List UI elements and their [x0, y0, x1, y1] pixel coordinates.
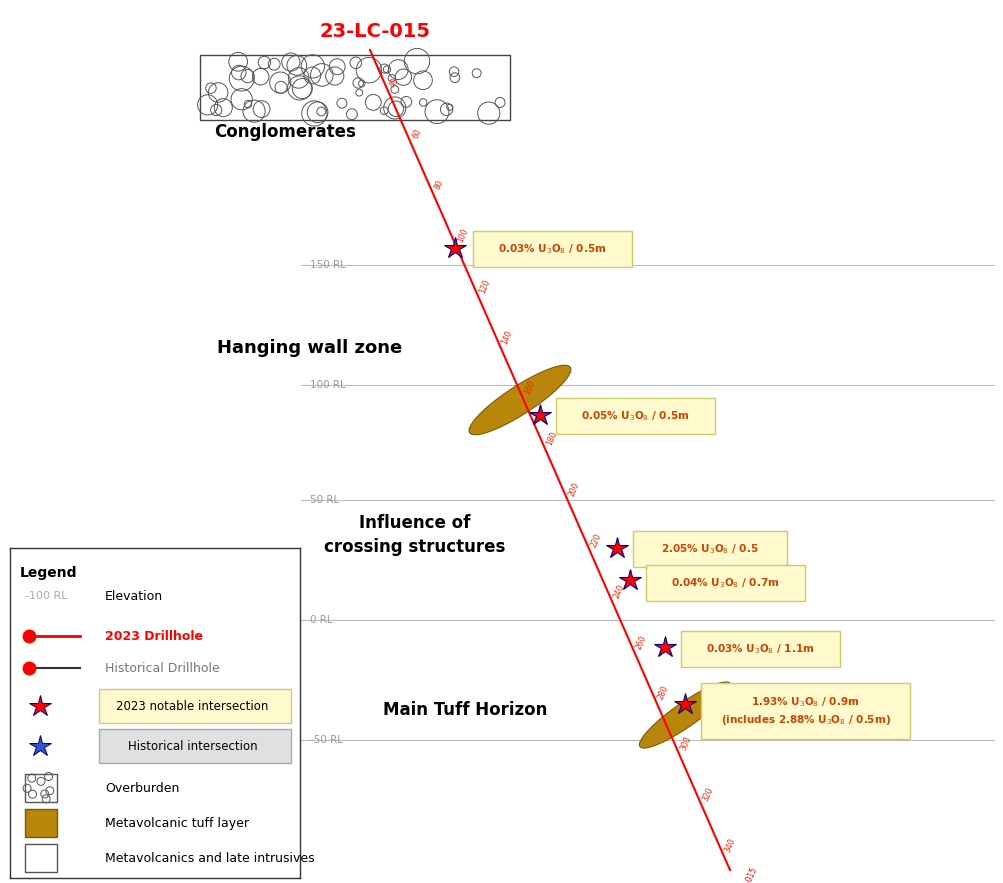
Polygon shape: [639, 682, 730, 748]
Text: Main Tuff Horizon: Main Tuff Horizon: [382, 701, 547, 719]
Text: 2023 Drillhole: 2023 Drillhole: [105, 630, 203, 643]
Text: Influence of
crossing structures: Influence of crossing structures: [324, 514, 506, 556]
Text: Historical intersection: Historical intersection: [127, 739, 257, 752]
Text: 0 RL: 0 RL: [310, 615, 332, 625]
FancyBboxPatch shape: [700, 683, 909, 739]
Text: -100 RL: -100 RL: [25, 591, 67, 601]
Text: 100 RL: 100 RL: [310, 380, 345, 390]
FancyBboxPatch shape: [680, 631, 840, 667]
Text: Overburden: Overburden: [105, 781, 180, 795]
Text: 23-LC-015: 23-LC-015: [734, 865, 758, 883]
Polygon shape: [468, 366, 571, 434]
Text: 1.93% U$_3$O$_8$ / 0.9m
(includes 2.88% U$_3$O$_8$ / 0.5m): 1.93% U$_3$O$_8$ / 0.9m (includes 2.88% …: [720, 695, 890, 727]
FancyBboxPatch shape: [472, 231, 631, 267]
FancyBboxPatch shape: [645, 565, 804, 601]
Text: -50 RL: -50 RL: [310, 735, 343, 745]
Text: 240: 240: [611, 583, 625, 600]
Text: 2.05% U$_3$O$_8$ / 0.5: 2.05% U$_3$O$_8$ / 0.5: [661, 542, 758, 556]
Text: 320: 320: [700, 786, 714, 803]
Text: 40: 40: [388, 77, 400, 89]
FancyBboxPatch shape: [25, 774, 57, 802]
Text: 120: 120: [477, 278, 491, 295]
Text: Metavolcanic tuff layer: Metavolcanic tuff layer: [105, 817, 249, 829]
Text: 0.04% U$_3$O$_8$ / 0.7m: 0.04% U$_3$O$_8$ / 0.7m: [671, 576, 779, 590]
Text: Conglomerates: Conglomerates: [214, 123, 356, 141]
FancyBboxPatch shape: [200, 55, 510, 120]
Text: Legend: Legend: [20, 566, 77, 580]
Text: 260: 260: [633, 634, 647, 651]
Text: 100: 100: [455, 227, 469, 244]
Text: 0.03% U$_3$O$_8$ / 0.5m: 0.03% U$_3$O$_8$ / 0.5m: [497, 242, 606, 256]
Text: 340: 340: [722, 837, 736, 854]
Text: 60: 60: [410, 127, 422, 140]
Text: 180: 180: [544, 430, 558, 447]
Text: 140: 140: [499, 328, 514, 345]
Text: 0.03% U$_3$O$_8$ / 1.1m: 0.03% U$_3$O$_8$ / 1.1m: [706, 642, 813, 656]
Text: Metavolcanics and late intrusives: Metavolcanics and late intrusives: [105, 851, 314, 864]
Text: 23-LC-015: 23-LC-015: [319, 22, 430, 41]
Text: 200: 200: [567, 481, 581, 498]
FancyBboxPatch shape: [99, 689, 291, 723]
Text: 0.05% U$_3$O$_8$ / 0.5m: 0.05% U$_3$O$_8$ / 0.5m: [581, 409, 689, 423]
Text: 160: 160: [522, 380, 536, 396]
Text: 2023 notable intersection: 2023 notable intersection: [116, 699, 269, 713]
Text: 80: 80: [432, 178, 444, 191]
FancyBboxPatch shape: [25, 844, 57, 872]
Text: 280: 280: [656, 684, 670, 701]
FancyBboxPatch shape: [556, 398, 714, 434]
FancyBboxPatch shape: [25, 809, 57, 837]
FancyBboxPatch shape: [99, 729, 291, 763]
Text: 220: 220: [589, 532, 603, 548]
Text: Hanging wall zone: Hanging wall zone: [218, 339, 402, 357]
FancyBboxPatch shape: [632, 531, 786, 567]
Text: Elevation: Elevation: [105, 590, 162, 602]
Text: 300: 300: [678, 736, 692, 752]
Text: 50 RL: 50 RL: [310, 495, 339, 505]
Text: Historical Drillhole: Historical Drillhole: [105, 661, 220, 675]
Text: 150 RL: 150 RL: [310, 260, 345, 270]
